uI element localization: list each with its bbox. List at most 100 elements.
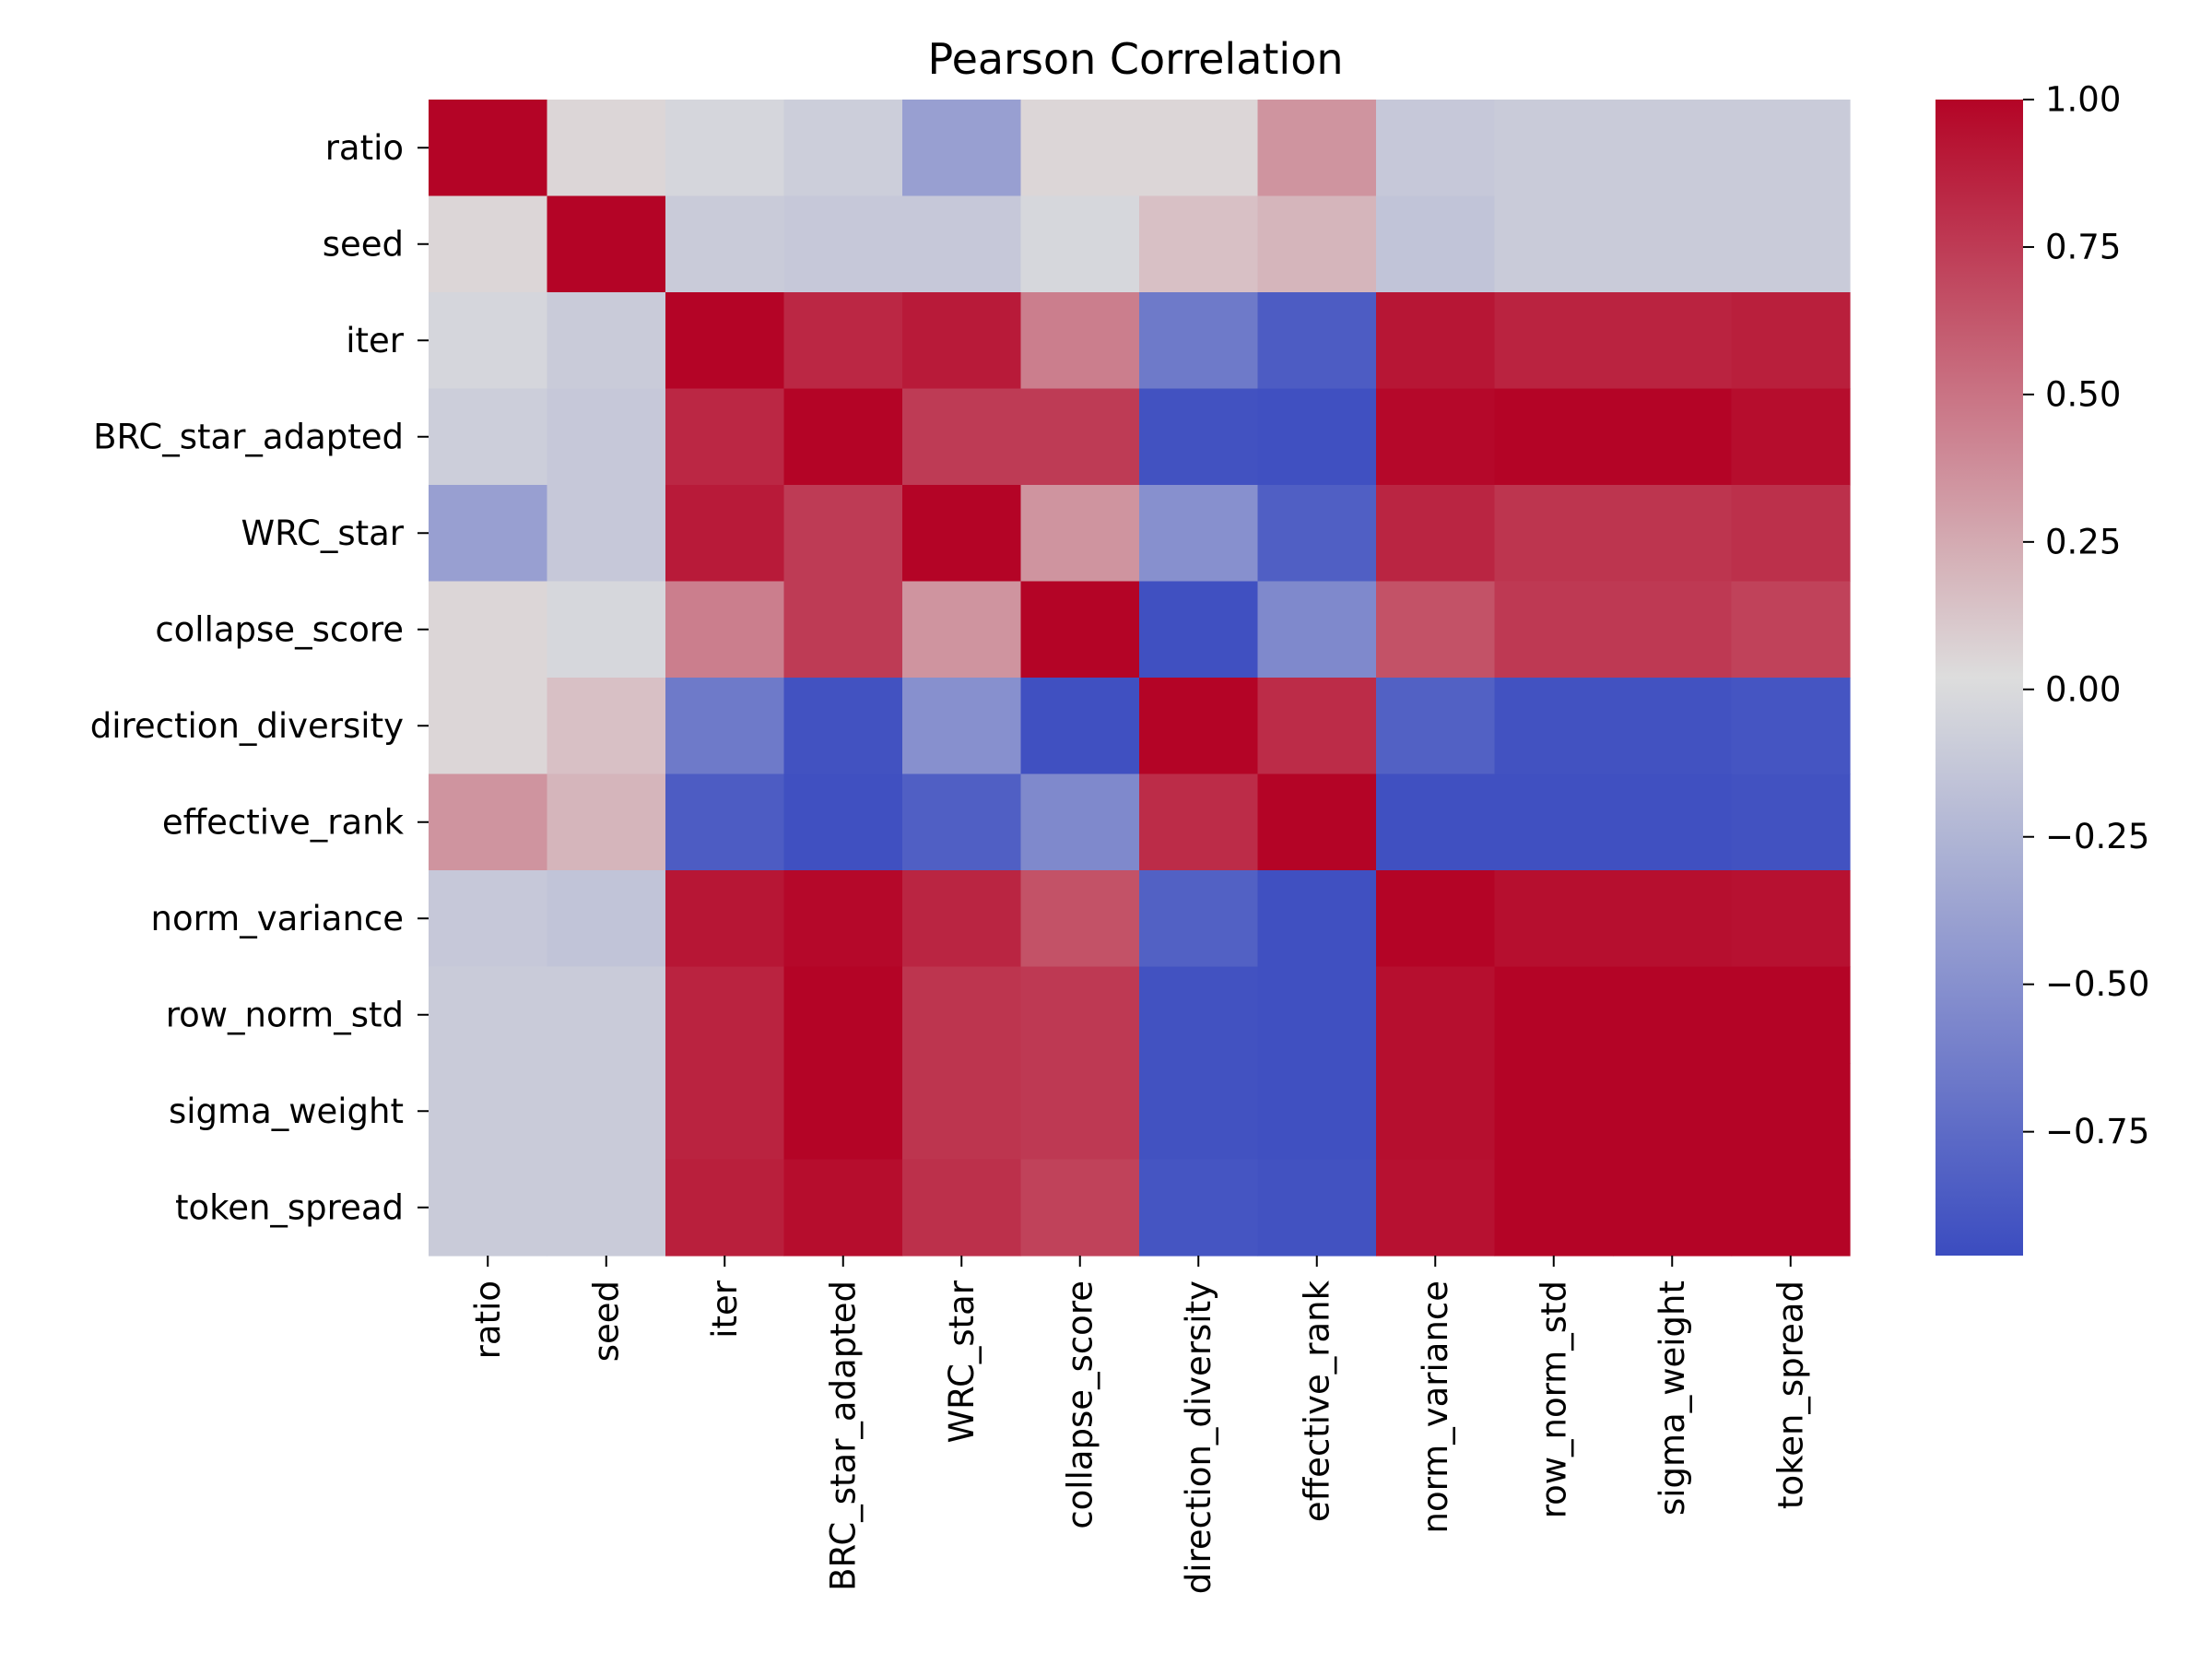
y-tick-label-ratio: ratio — [325, 128, 404, 168]
heatmap-cell-BRC_star_adapted-effective_rank — [1257, 388, 1377, 486]
heatmap-cell-sigma_weight-sigma_weight — [1613, 1063, 1733, 1161]
x-tick-label-norm_variance: norm_variance — [1416, 1280, 1455, 1533]
chart-title: Pearson Correlation — [927, 34, 1343, 84]
x-tick-label-collapse_score: collapse_score — [1060, 1280, 1100, 1529]
heatmap-cell-direction_diversity-direction_diversity — [1139, 678, 1259, 775]
colorbar-tick-label: 1.00 — [2045, 80, 2121, 120]
y-tick-label-effective_rank: effective_rank — [162, 802, 405, 842]
heatmap-cell-token_spread-WRC_star — [902, 1159, 1022, 1257]
heatmap-cell-WRC_star-seed — [547, 485, 666, 583]
heatmap-cell-BRC_star_adapted-row_norm_std — [1494, 388, 1614, 486]
colorbar-tick-label: −0.50 — [2045, 964, 2149, 1004]
heatmap-cell-WRC_star-direction_diversity — [1139, 485, 1259, 583]
heatmap-cell-row_norm_std-ratio — [429, 966, 548, 1064]
heatmap-cell-collapse_score-direction_diversity — [1139, 581, 1259, 679]
heatmap-cell-norm_variance-row_norm_std — [1494, 870, 1614, 968]
x-tick-label-effective_rank: effective_rank — [1297, 1280, 1336, 1522]
y-tick-label-token_spread: token_spread — [175, 1187, 404, 1227]
y-tick-label-collapse_score: collapse_score — [155, 609, 404, 649]
heatmap-cell-iter-BRC_star_adapted — [783, 292, 903, 390]
heatmap-cell-effective_rank-iter — [665, 773, 785, 871]
heatmap-cell-seed-direction_diversity — [1139, 195, 1259, 293]
heatmap-cell-effective_rank-norm_variance — [1376, 773, 1496, 871]
heatmap-cell-iter-norm_variance — [1376, 292, 1496, 390]
heatmap-cell-collapse_score-row_norm_std — [1494, 581, 1614, 679]
heatmap-cell-token_spread-collapse_score — [1020, 1159, 1140, 1257]
y-tick-label-direction_diversity: direction_diversity — [90, 706, 404, 746]
heatmap-cell-token_spread-direction_diversity — [1139, 1159, 1259, 1257]
x-axis: ratio seed iter BRC_star_adapted WRC_star col… — [468, 1256, 1810, 1594]
y-tick-label-seed: seed — [323, 224, 404, 264]
heatmap-cell-seed-token_spread — [1731, 195, 1851, 293]
heatmap-cell-row_norm_std-token_spread — [1731, 966, 1851, 1064]
heatmap-cell-seed-norm_variance — [1376, 195, 1496, 293]
heatmap-cell-direction_diversity-row_norm_std — [1494, 678, 1614, 775]
heatmap-cell-row_norm_std-row_norm_std — [1494, 966, 1614, 1064]
heatmap-cell-norm_variance-iter — [665, 870, 785, 968]
heatmap-cell-row_norm_std-effective_rank — [1257, 966, 1377, 1064]
heatmap-cell-sigma_weight-iter — [665, 1063, 785, 1161]
heatmap-cell-WRC_star-norm_variance — [1376, 485, 1496, 583]
heatmap-cell-direction_diversity-token_spread — [1731, 678, 1851, 775]
heatmap-cell-effective_rank-ratio — [429, 773, 548, 871]
heatmap-cell-effective_rank-effective_rank — [1257, 773, 1377, 871]
heatmap-cell-sigma_weight-effective_rank — [1257, 1063, 1377, 1161]
heatmap-cell-collapse_score-seed — [547, 581, 666, 679]
colorbar: 1.00 0.75 0.50 0.25 0.00 −0.25 −0.50 −0.75 — [1936, 80, 2149, 1256]
heatmap-cell-effective_rank-WRC_star — [902, 773, 1022, 871]
heatmap-cell-norm_variance-sigma_weight — [1613, 870, 1733, 968]
heatmap-cell-ratio-norm_variance — [1376, 100, 1496, 197]
heatmap-cell-WRC_star-effective_rank — [1257, 485, 1377, 583]
heatmap-cell-collapse_score-iter — [665, 581, 785, 679]
heatmap-cell-WRC_star-iter — [665, 485, 785, 583]
heatmap-cell-ratio-row_norm_std — [1494, 100, 1614, 197]
x-tick-label-token_spread: token_spread — [1771, 1280, 1810, 1509]
heatmap-cell-row_norm_std-WRC_star — [902, 966, 1022, 1064]
colorbar-tick-label: −0.75 — [2045, 1112, 2149, 1151]
heatmap-cell-iter-WRC_star — [902, 292, 1022, 390]
heatmap-cell-BRC_star_adapted-WRC_star — [902, 388, 1022, 486]
heatmap-cell-BRC_star_adapted-ratio — [429, 388, 548, 486]
heatmap-cell-iter-iter — [665, 292, 785, 390]
heatmap-cell-seed-seed — [547, 195, 666, 293]
heatmap-cell-row_norm_std-iter — [665, 966, 785, 1064]
heatmap-cell-BRC_star_adapted-token_spread — [1731, 388, 1851, 486]
heatmap-cell-seed-ratio — [429, 195, 548, 293]
heatmap-cell-sigma_weight-direction_diversity — [1139, 1063, 1259, 1161]
y-tick-label-iter: iter — [346, 321, 405, 360]
x-tick-label-iter: iter — [705, 1280, 745, 1339]
x-tick-label-row_norm_std: row_norm_std — [1534, 1280, 1573, 1518]
heatmap-cell-ratio-token_spread — [1731, 100, 1851, 197]
heatmap-cell-seed-BRC_star_adapted — [783, 195, 903, 293]
heatmap-cell-seed-effective_rank — [1257, 195, 1377, 293]
colorbar-tick-label: 0.75 — [2045, 227, 2121, 266]
heatmap-cell-iter-sigma_weight — [1613, 292, 1733, 390]
heatmap-cell-token_spread-seed — [547, 1159, 666, 1257]
heatmap-cell-ratio-collapse_score — [1020, 100, 1140, 197]
heatmap-cell-iter-seed — [547, 292, 666, 390]
heatmap-cell-iter-row_norm_std — [1494, 292, 1614, 390]
heatmap-cell-ratio-seed — [547, 100, 666, 197]
heatmap-cell-sigma_weight-row_norm_std — [1494, 1063, 1614, 1161]
heatmap-cell-token_spread-sigma_weight — [1613, 1159, 1733, 1257]
y-tick-label-row_norm_std: row_norm_std — [166, 995, 404, 1034]
heatmap-cell-norm_variance-seed — [547, 870, 666, 968]
heatmap-cell-effective_rank-token_spread — [1731, 773, 1851, 871]
heatmap-cell-seed-collapse_score — [1020, 195, 1140, 293]
heatmap-cell-direction_diversity-sigma_weight — [1613, 678, 1733, 775]
heatmap-cell-direction_diversity-iter — [665, 678, 785, 775]
heatmap-cell-WRC_star-token_spread — [1731, 485, 1851, 583]
heatmap-cell-effective_rank-sigma_weight — [1613, 773, 1733, 871]
heatmap-cell-token_spread-BRC_star_adapted — [783, 1159, 903, 1257]
heatmap-cell-row_norm_std-BRC_star_adapted — [783, 966, 903, 1064]
x-tick-label-sigma_weight: sigma_weight — [1653, 1280, 1692, 1516]
heatmap-cell-direction_diversity-BRC_star_adapted — [783, 678, 903, 775]
x-tick-label-direction_diversity: direction_diversity — [1179, 1280, 1218, 1594]
heatmap-cell-norm_variance-BRC_star_adapted — [783, 870, 903, 968]
y-tick-label-BRC_star_adapted: BRC_star_adapted — [93, 417, 404, 456]
heatmap-cell-collapse_score-effective_rank — [1257, 581, 1377, 679]
heatmap-cell-token_spread-effective_rank — [1257, 1159, 1377, 1257]
heatmap-cell-BRC_star_adapted-direction_diversity — [1139, 388, 1259, 486]
y-axis: ratio seed iter BRC_star_adapted WRC_starcol… — [90, 128, 429, 1227]
